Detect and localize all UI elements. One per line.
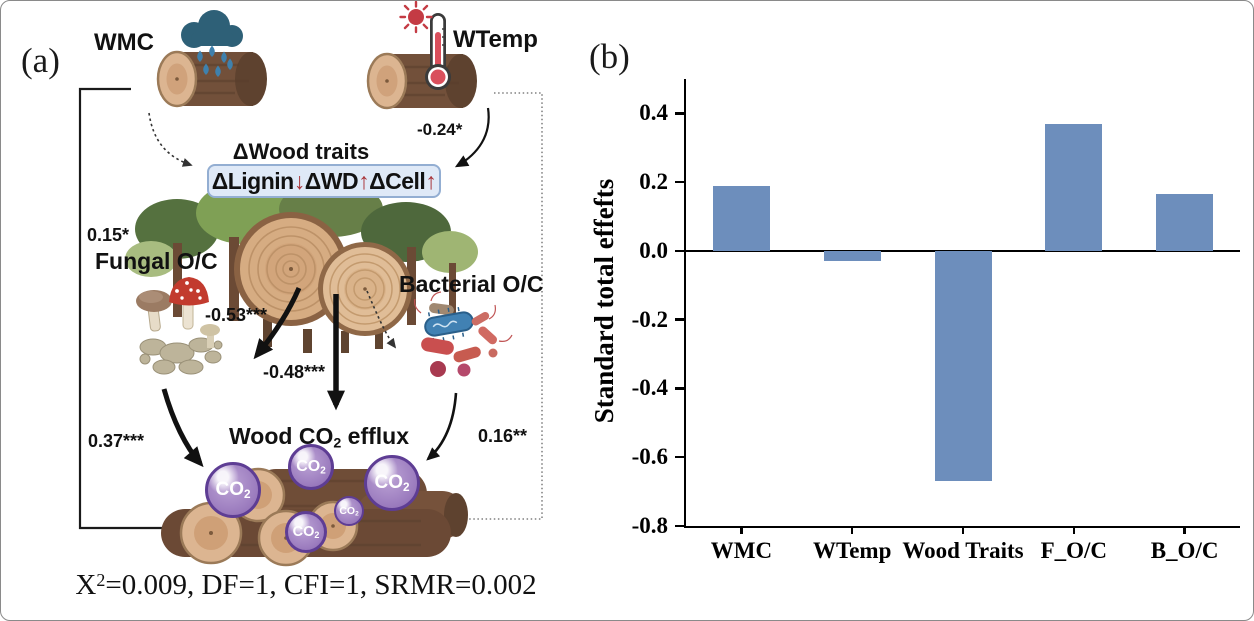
up-arrow-icon: ↑ <box>358 167 370 194</box>
co2-bubble: CO2 <box>334 496 364 526</box>
x-axis-tick <box>850 526 854 534</box>
path-label-traits-efflux: -0.48*** <box>263 362 326 382</box>
y-axis-tick <box>675 112 686 115</box>
panel-b-tag: (b) <box>589 37 630 76</box>
y-axis-tick-label: -0.2 <box>631 306 668 332</box>
bar-chart: 0.4 0.2 0.0 -0.2 -0.4 -0.6 -0.8 WMC WTemp Wood Tr… <box>632 79 1240 563</box>
mushrooms-icon <box>136 277 223 375</box>
thermometer-icon <box>425 13 451 90</box>
up-arrow-icon: ↑ <box>425 167 437 194</box>
y-axis-tick-label: 0.0 <box>639 237 668 263</box>
forest-illustration <box>125 181 478 353</box>
x-axis-label: B_O/C <box>1150 538 1219 563</box>
y-axis-tick <box>675 387 686 390</box>
wmc-label: WMC <box>94 29 154 56</box>
path-label-wtemp-traits: -0.24* <box>417 120 463 139</box>
arrow-traits-to-fungal <box>253 287 302 360</box>
wood-cross-section-icon <box>318 242 412 336</box>
cell-label: ΔCell <box>369 167 426 194</box>
bar-Wood Traits <box>934 250 992 482</box>
y-axis-title: Standard total effefts <box>589 178 619 424</box>
lignin-label: ΔLignin <box>211 167 295 194</box>
wmc-log-illustration <box>156 50 269 108</box>
x-axis-tick <box>961 526 965 534</box>
path-label-bacterial-efflux: 0.16** <box>478 426 528 446</box>
y-axis-tick-label: 0.2 <box>639 169 668 195</box>
y-axis-tick <box>675 318 686 321</box>
y-axis-tick-label: 0.4 <box>639 100 668 126</box>
x-axis-label: WMC <box>710 538 773 563</box>
y-axis-tick-label: -0.6 <box>631 444 668 470</box>
arrow-wmc-to-traits <box>148 112 193 167</box>
co2-bubble: CO2 <box>288 444 334 490</box>
arrow-bacterial-to-efflux <box>426 392 458 461</box>
y-axis-tick-label: -0.4 <box>631 375 668 401</box>
x-axis-tick <box>1183 526 1186 534</box>
bar-WTemp <box>823 250 881 262</box>
x-axis-label: Wood Traits <box>902 538 1024 563</box>
bacteria-icon <box>414 291 513 377</box>
down-arrow-icon: ↓ <box>293 167 306 194</box>
wtemp-label: WTemp <box>453 26 538 53</box>
wd-label: ΔWD <box>304 167 359 194</box>
rain-cloud-icon <box>181 10 243 77</box>
bar-WMC <box>712 185 770 251</box>
bar-F_O/C <box>1045 123 1103 251</box>
arrow-wtemp-to-traits <box>454 107 490 168</box>
sun-icon <box>399 1 433 34</box>
x-axis-tick <box>1072 526 1076 534</box>
panel-a-tag: (a) <box>21 41 60 80</box>
bacterial-label: Bacterial O/C <box>399 271 544 297</box>
path-label-fungal-efflux: 0.37*** <box>88 431 145 451</box>
y-axis-tick <box>675 180 686 184</box>
co2-bubble: CO2 <box>285 511 327 553</box>
co2-bubble: CO2 <box>364 455 420 511</box>
wood-traits-title: ΔWood traits <box>232 139 370 164</box>
x-axis-label: F_O/C <box>1040 538 1108 563</box>
arrow-wmc-to-efflux <box>78 87 200 534</box>
co2-bubble: CO2 <box>205 462 261 518</box>
arrow-traits-to-bacteria <box>366 290 397 349</box>
y-axis-tick-label: -0.8 <box>631 513 668 538</box>
y-axis-tick <box>675 249 686 253</box>
fit-statistics: X2=0.009, DF=1, CFI=1, SRMR=0.002 <box>75 569 537 601</box>
wtemp-log-illustration <box>366 52 479 110</box>
path-label-traits-fungal: -0.53*** <box>205 305 268 325</box>
x-axis-tick <box>740 526 743 534</box>
y-axis-tick <box>675 524 686 528</box>
bar-B_O/C <box>1156 194 1214 251</box>
x-axis-label: WTemp <box>812 538 892 563</box>
y-axis-tick <box>675 455 686 459</box>
fungal-label: Fungal O/C <box>95 248 218 274</box>
sem-diagram-graphics <box>78 1 543 567</box>
path-label-wmc-direct: 0.15* <box>87 225 130 245</box>
traits-box: ΔLignin ↓ ΔWD ↑ ΔCell ↑ <box>207 164 441 198</box>
efflux-label: Wood CO2 efflux <box>229 423 410 452</box>
arrow-fungal-to-efflux <box>161 388 204 468</box>
